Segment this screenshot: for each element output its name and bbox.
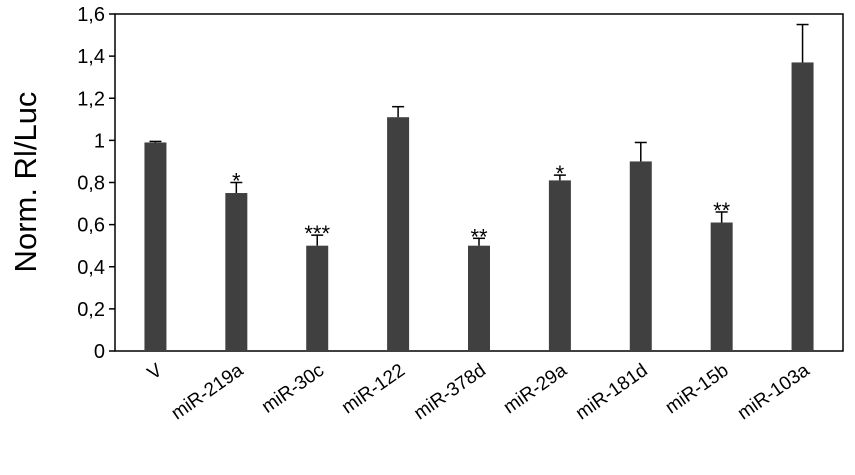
bar [710,222,733,351]
y-tick-label: 1,2 [77,88,105,110]
y-tick-label: 0,4 [77,257,105,279]
significance-marker: * [232,169,241,194]
bar [306,245,329,351]
bar [548,180,571,351]
y-tick-label: 1 [94,130,105,152]
bar [468,245,490,351]
bar [791,62,814,351]
category-label: miR-103a [734,360,814,425]
significance-marker: ** [470,224,488,249]
category-label: miR-378d [410,360,490,424]
bar [387,117,410,351]
y-tick-label: 1,6 [77,4,105,26]
y-tick-label: 0 [94,341,105,363]
y-axis-label: Norm. Rl/Luc [8,92,43,273]
category-label: miR-29a [500,360,571,419]
category-label: miR-15b [662,360,733,418]
bar [629,161,652,351]
bar [225,193,248,351]
significance-marker: ** [713,198,731,223]
category-label: miR-181d [572,360,652,424]
y-tick-label: 1,4 [77,46,105,68]
bar [144,142,167,351]
y-tick-label: 0,2 [77,299,105,321]
category-label: miR-30c [258,360,328,418]
significance-marker: * [556,161,565,186]
y-tick-label: 0,6 [77,215,105,237]
category-label: V [144,360,167,385]
y-tick-label: 0,8 [77,173,105,195]
category-label: miR-219a [168,360,248,425]
category-label: miR-122 [338,360,409,418]
significance-marker: *** [304,221,330,246]
